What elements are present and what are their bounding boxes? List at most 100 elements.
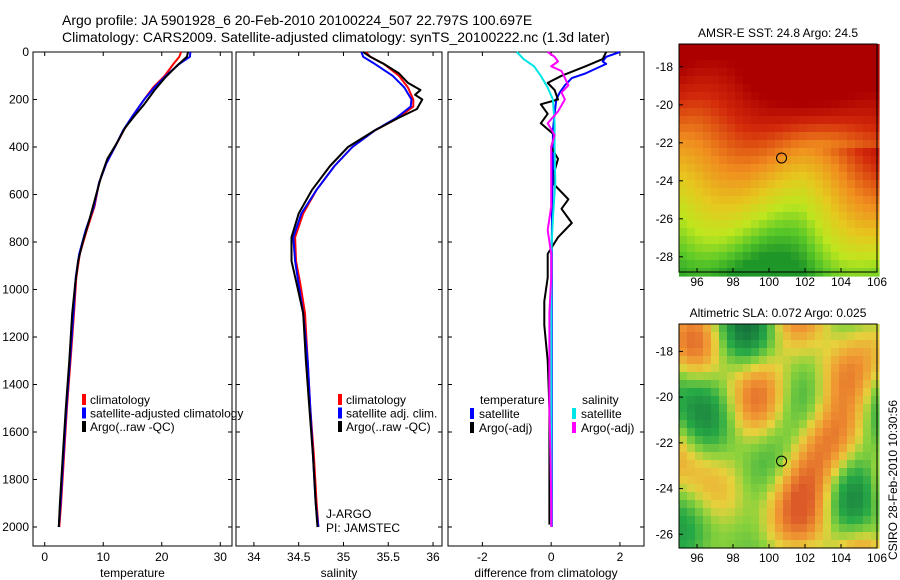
sst-map-field-cell	[839, 52, 848, 61]
sla-map-field-cell	[687, 484, 696, 493]
sst-map-field-cell	[743, 148, 752, 157]
sst-map-field-cell	[767, 60, 776, 69]
sla-map-field-cell	[847, 404, 856, 413]
sla-map-field-cell	[735, 500, 744, 509]
sst-map-field-cell	[855, 204, 864, 213]
sla-map-field-cell	[751, 500, 760, 509]
sla-map-field-cell	[855, 332, 864, 341]
sst-map-field-cell	[831, 188, 840, 197]
sla-map-field-cell	[687, 324, 696, 333]
sst-map-field-cell	[687, 52, 696, 61]
sla-map-field-cell	[839, 532, 848, 541]
sla-map-field-cell	[783, 436, 792, 445]
sst-map-field-cell	[863, 60, 872, 69]
sst-map-field-cell	[855, 228, 864, 237]
sla-map-field-cell	[815, 324, 824, 333]
sst-map-field-cell	[695, 108, 704, 117]
sst-map-field-cell	[863, 236, 872, 245]
sst-map-field-cell	[799, 228, 808, 237]
sla-map-field-cell	[839, 436, 848, 445]
sst-map-field-cell	[839, 244, 848, 253]
sla-map-field-cell	[679, 372, 688, 381]
sla-map-field-cell	[743, 492, 752, 501]
sla-map-field-cell	[839, 492, 848, 501]
sla-map-field-cell	[719, 436, 728, 445]
sst-map-y-tick-label: -26	[656, 212, 674, 226]
sst-map-field-cell	[823, 140, 832, 149]
sst-map-field-cell	[719, 44, 728, 53]
sst-map-field-cell	[711, 84, 720, 93]
sla-map-field-cell	[687, 388, 696, 397]
sla-map-field-cell	[791, 516, 800, 525]
sst-map-field-cell	[703, 164, 712, 173]
sla-map-field-cell	[735, 532, 744, 541]
sla-map-field-cell	[735, 540, 744, 549]
sst-map-field-cell	[807, 204, 816, 213]
sst-map-field-cell	[871, 124, 880, 133]
sst-map-field-cell	[807, 156, 816, 165]
sla-map-field-cell	[735, 356, 744, 365]
sst-map-field-cell	[743, 236, 752, 245]
sst-map-field-cell	[695, 148, 704, 157]
sla-map-field-cell	[719, 356, 728, 365]
sst-map-field-cell	[823, 196, 832, 205]
sla-map-field-cell	[703, 484, 712, 493]
sst-map-field-cell	[743, 100, 752, 109]
sst-map-field-cell	[759, 44, 768, 53]
sla-map-field-cell	[807, 508, 816, 517]
sla-map-field-cell	[807, 532, 816, 541]
sst-map-field-cell	[703, 140, 712, 149]
sst-map-field-cell	[775, 100, 784, 109]
sla-map-field-cell	[703, 396, 712, 405]
x-tick-label: 0	[548, 550, 555, 564]
sst-map-field-cell	[767, 236, 776, 245]
sst-map-field-cell	[695, 172, 704, 181]
sst-map-field-cell	[695, 116, 704, 125]
y-tick-label: 800	[9, 235, 29, 249]
sst-map-field-cell	[743, 188, 752, 197]
sla-map-field-cell	[743, 420, 752, 429]
sla-map-field-cell	[759, 356, 768, 365]
sst-map-field-cell	[695, 236, 704, 245]
sla-map-field-cell	[711, 436, 720, 445]
sst-map-field-cell	[783, 196, 792, 205]
sla-map-field-cell	[855, 404, 864, 413]
sst-map-field-cell	[831, 44, 840, 53]
sla-map-x-tick-label: 102	[795, 551, 815, 565]
temperature-profile-legend-swatch	[82, 394, 86, 405]
sst-map-field-cell	[711, 212, 720, 221]
sla-map-field-cell	[759, 508, 768, 517]
sst-map-field-cell	[775, 164, 784, 173]
sst-map-field-cell	[743, 196, 752, 205]
sst-map-field-cell	[727, 100, 736, 109]
sst-map-field-cell	[767, 124, 776, 133]
sst-map-field-cell	[695, 92, 704, 101]
sst-map-field-cell	[871, 52, 880, 61]
sst-map-field-cell	[679, 148, 688, 157]
salinity-profile-axes-box	[235, 51, 443, 547]
sst-map-field-cell	[703, 60, 712, 69]
sla-map-field-cell	[767, 420, 776, 429]
sst-map-field-cell	[791, 180, 800, 189]
sst-map-field-cell	[703, 180, 712, 189]
sst-map-field-cell	[695, 68, 704, 77]
sst-map-field-cell	[735, 156, 744, 165]
sla-map-field-cell	[863, 500, 872, 509]
sla-map-field-cell	[815, 356, 824, 365]
sst-map-field-cell	[823, 68, 832, 77]
sst-map-field-cell	[759, 236, 768, 245]
sst-map-field-cell	[847, 132, 856, 141]
sst-map-field-cell	[783, 92, 792, 101]
sst-map-field-cell	[807, 212, 816, 221]
sla-map-field-cell	[735, 404, 744, 413]
sst-map-field-cell	[847, 244, 856, 253]
sla-map-field-cell	[847, 436, 856, 445]
sst-map-field-cell	[871, 204, 880, 213]
sst-map-field-cell	[831, 204, 840, 213]
sla-map-field-cell	[735, 508, 744, 517]
sst-map-field-cell	[735, 244, 744, 253]
sst-map-field-cell	[711, 236, 720, 245]
sla-map-field-cell	[767, 484, 776, 493]
sst-map-field-cell	[783, 164, 792, 173]
sla-map-field-cell	[743, 348, 752, 357]
